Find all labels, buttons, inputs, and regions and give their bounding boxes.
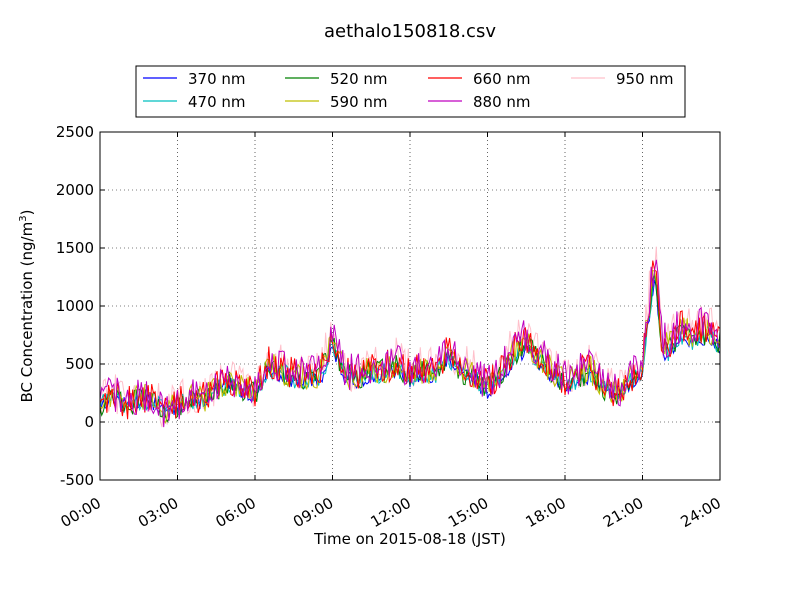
y-axis-label-superscript: 3 [18,215,29,221]
x-tick-label: 15:00 [445,494,491,531]
series-line-520-nm [99,272,721,423]
y-tick-label: -500 [60,471,94,489]
series-line-590-nm [99,270,721,425]
x-tick-label: 09:00 [290,494,336,531]
x-tick-label: 24:00 [678,494,724,531]
legend-label: 660 nm [473,70,531,88]
legend-label: 520 nm [330,70,388,88]
grid [100,132,720,480]
y-tick-label: 2000 [56,181,94,199]
legend-label: 950 nm [616,70,674,88]
legend-label: 880 nm [473,93,531,111]
series-line-880-nm [99,259,721,428]
y-tick-label: 500 [65,355,94,373]
y-tick-label: 2500 [56,123,94,141]
chart-title: aethalo150818.csv [324,21,496,42]
x-tick-label: 06:00 [213,494,259,531]
y-axis-label-suffix: ) [18,210,36,216]
y-tick-label: 1000 [56,297,94,315]
x-tick-label: 21:00 [600,494,646,531]
y-axis: -500 0 500 1000 1500 2000 2500 [56,123,720,489]
y-axis-label-main: BC Concentration (ng/m [18,222,36,403]
x-tick-label: 12:00 [368,494,414,531]
x-tick-label: 18:00 [523,494,569,531]
x-axis-label: Time on 2015-08-18 (JST) [313,530,506,548]
x-tick-label: 03:00 [135,494,181,531]
legend-frame [135,65,686,118]
y-axis-label: BC Concentration (ng/m3) [18,210,36,403]
legend-label: 370 nm [188,70,246,88]
legend-label: 470 nm [188,93,246,111]
y-tick-label: 0 [84,413,94,431]
series-lines [99,246,721,428]
x-axis: 00:00 03:00 06:00 09:00 12:00 15:00 18:00 21:00… [58,132,724,531]
y-tick-label: 1500 [56,239,94,257]
series-line-660-nm [99,260,721,420]
legend: 370 nm 470 nm 520 nm 590 nm 660 nm 880 nm 950 … [135,65,686,118]
legend-label: 590 nm [330,93,388,111]
x-tick-label: 00:00 [58,494,104,531]
